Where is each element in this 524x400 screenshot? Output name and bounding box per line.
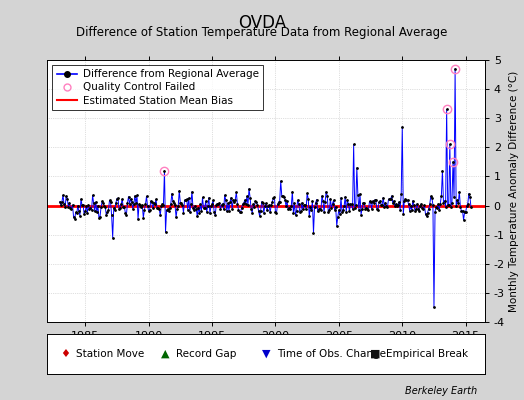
Text: Station Move: Station Move (75, 349, 144, 359)
Text: ▲: ▲ (161, 349, 170, 359)
Text: Record Gap: Record Gap (176, 349, 237, 359)
Text: Empirical Break: Empirical Break (386, 349, 468, 359)
Text: Difference of Station Temperature Data from Regional Average: Difference of Station Temperature Data f… (77, 26, 447, 39)
Text: ♦: ♦ (60, 349, 70, 359)
Text: OVDA: OVDA (238, 14, 286, 32)
Text: ▼: ▼ (261, 349, 270, 359)
Y-axis label: Monthly Temperature Anomaly Difference (°C): Monthly Temperature Anomaly Difference (… (509, 70, 519, 312)
Text: ■: ■ (370, 349, 380, 359)
Legend: Difference from Regional Average, Quality Control Failed, Estimated Station Mean: Difference from Regional Average, Qualit… (52, 65, 263, 110)
Text: Time of Obs. Change: Time of Obs. Change (277, 349, 386, 359)
Text: Berkeley Earth: Berkeley Earth (405, 386, 477, 396)
